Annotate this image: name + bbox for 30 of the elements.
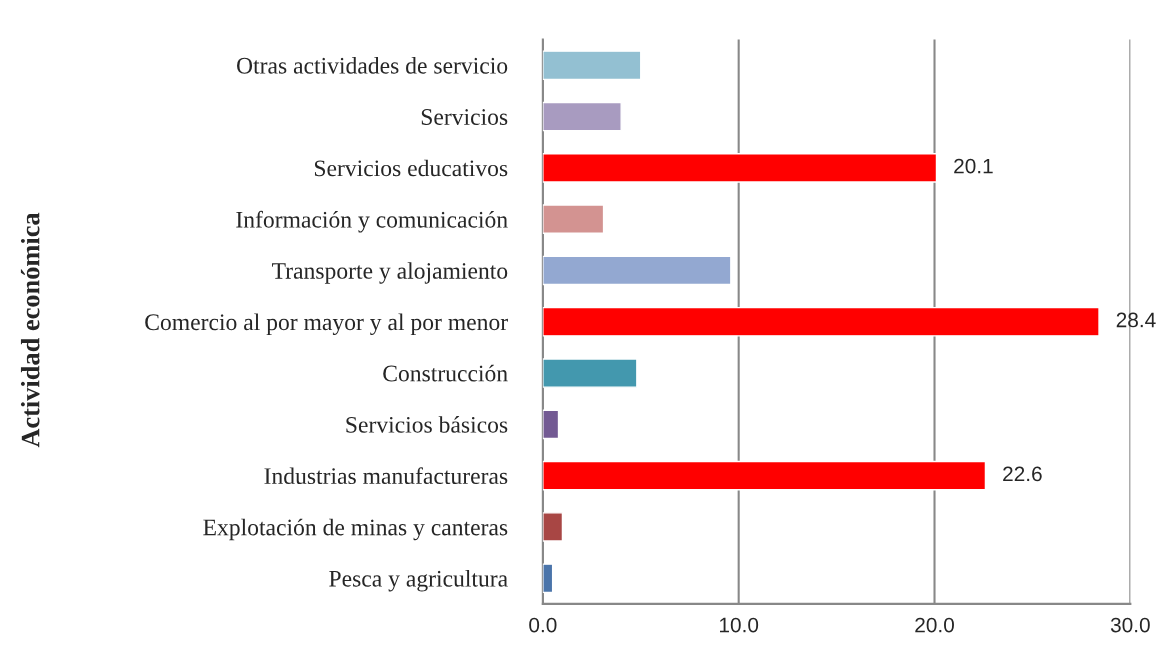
bar	[542, 306, 1100, 337]
y-tick-label: Información y comunicación	[236, 210, 508, 233]
data-label: 20.1	[954, 158, 993, 174]
bar	[542, 409, 560, 440]
y-tick-label: Construcción	[383, 364, 508, 382]
bar	[542, 358, 638, 388]
y-tick-label: Transporte y alojamiento	[272, 262, 508, 284]
bar	[542, 101, 622, 132]
y-tick-label: Explotación de minas y canteras	[203, 518, 508, 541]
bar	[542, 512, 564, 542]
bar	[542, 460, 987, 491]
y-tick-label: Pesca y agricultura	[329, 570, 508, 592]
data-label: 22.6	[1003, 466, 1042, 482]
y-tick-label: Otras actividades de servicio	[237, 57, 508, 74]
x-tick-label: 10.0	[720, 617, 759, 633]
bar	[542, 204, 605, 234]
bar	[542, 50, 642, 81]
y-tick-label: Comercio al por mayor y al por menor	[145, 313, 508, 336]
y-tick-label: Industrias manufactureras	[264, 467, 508, 485]
y-tick-label: Servicios educativos	[314, 159, 508, 177]
x-tick-label: 20.0	[915, 617, 954, 633]
data-label: 28.4	[1116, 312, 1156, 328]
y-tick-label: Servicios básicos	[346, 416, 508, 433]
y-axis-title: Actividad económica	[20, 212, 40, 448]
bar	[542, 153, 938, 183]
y-tick-label: Servicios	[421, 109, 508, 125]
bar	[542, 255, 732, 286]
x-tick-label: 0.0	[529, 617, 557, 633]
x-tick-label: 30.0	[1110, 617, 1150, 633]
bar	[542, 563, 554, 594]
